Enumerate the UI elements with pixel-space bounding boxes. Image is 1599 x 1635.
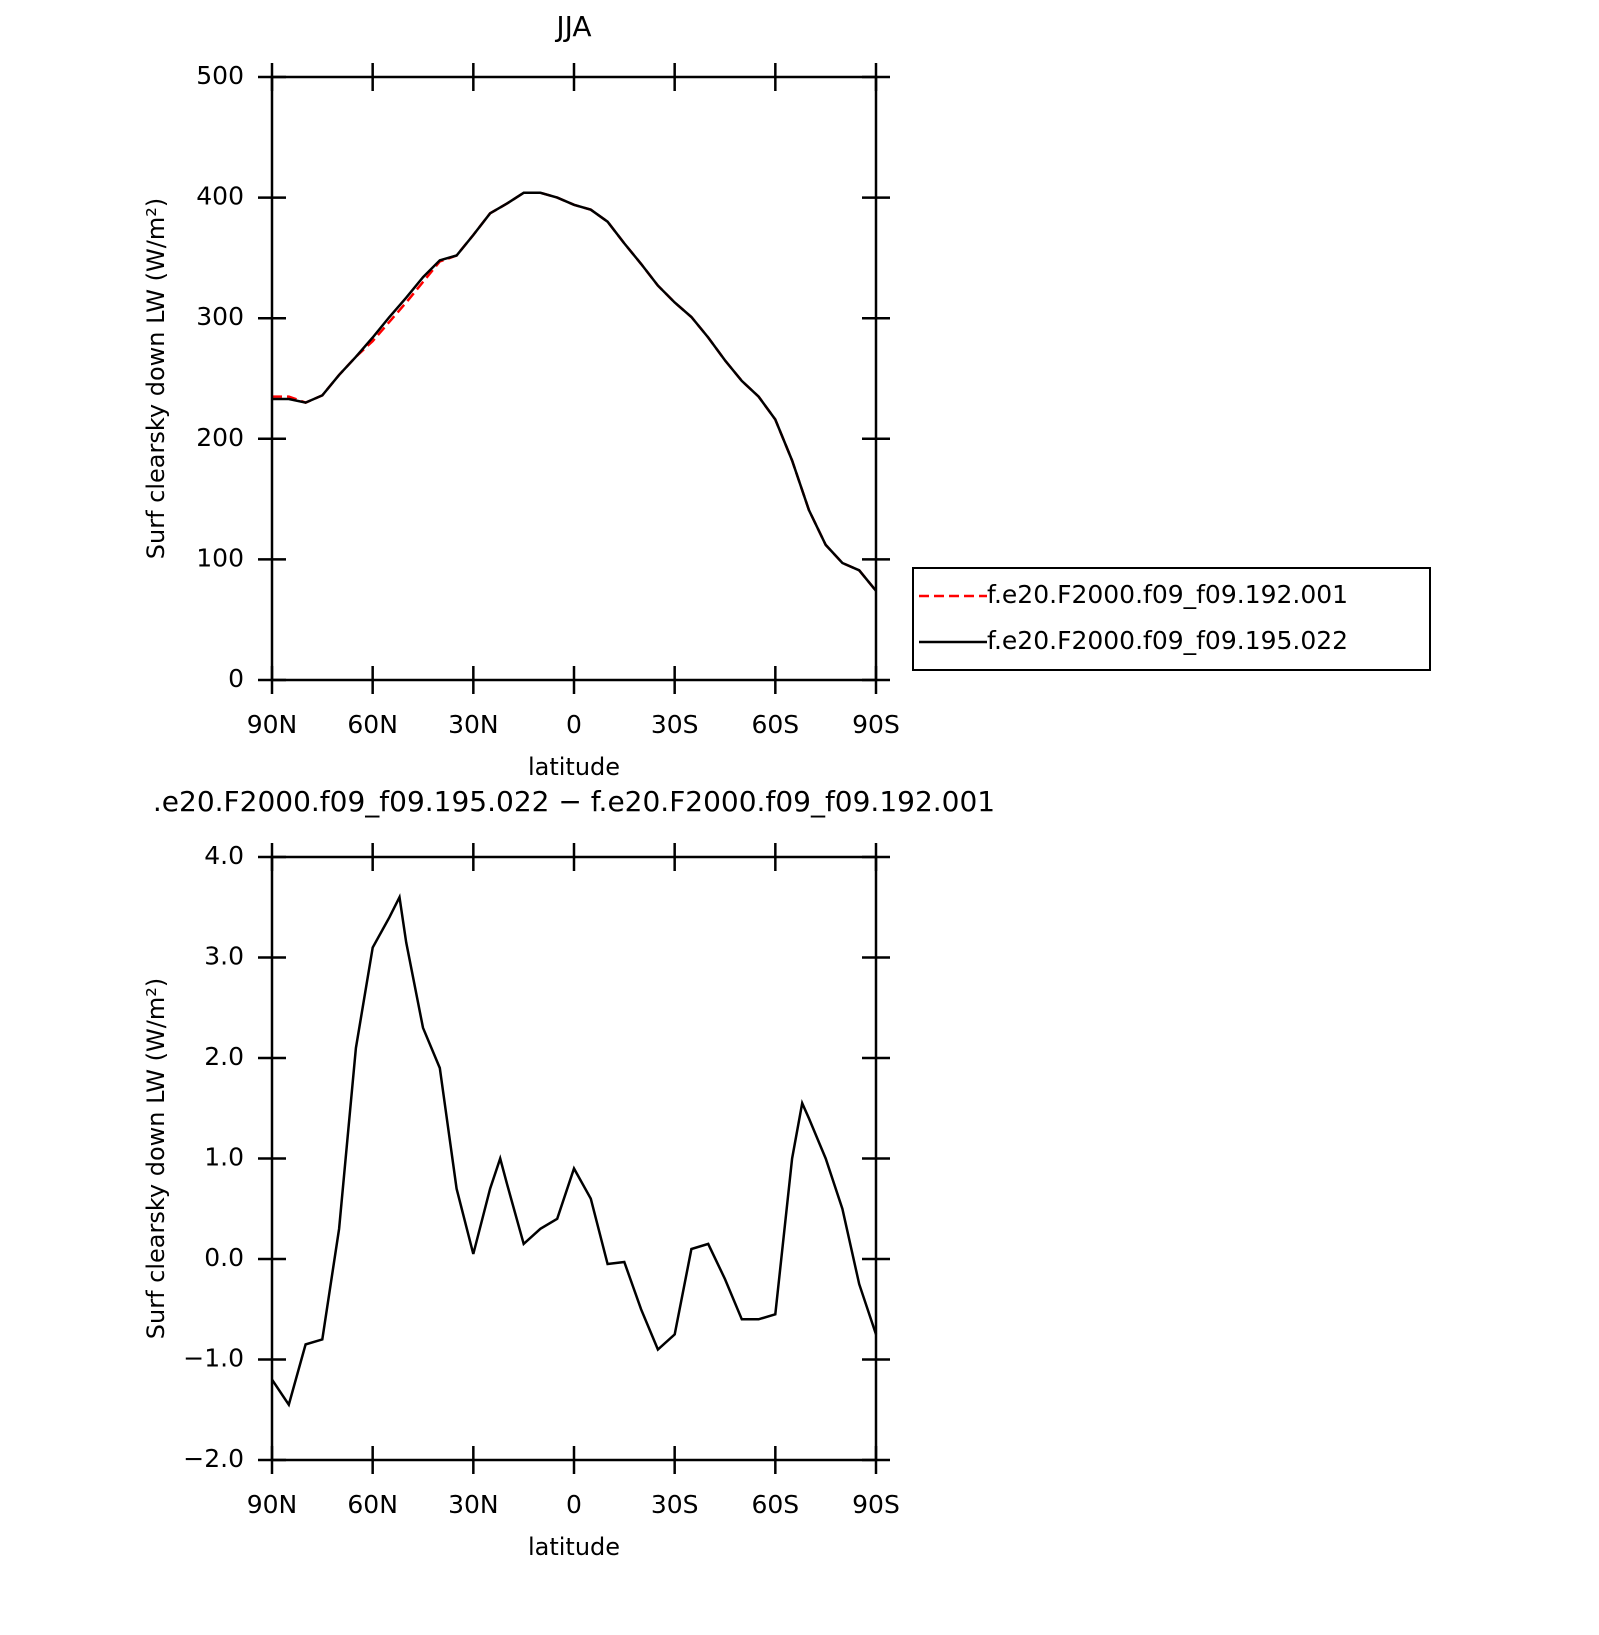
y-tick-label: 500 — [196, 61, 244, 90]
y-tick-label: 4.0 — [204, 841, 244, 870]
x-tick-label: 30S — [651, 1490, 699, 1519]
legend-label: f.e20.F2000.f09_f09.195.022 — [987, 626, 1348, 655]
y-tick-label: 200 — [196, 423, 244, 452]
x-tick-label: 30N — [448, 1490, 499, 1519]
x-tick-label: 60S — [751, 1490, 799, 1519]
y-tick-label: 3.0 — [204, 942, 244, 971]
y-tick-label: 2.0 — [204, 1042, 244, 1071]
x-axis-label: latitude — [528, 1533, 620, 1561]
x-tick-label: 60N — [347, 1490, 398, 1519]
x-tick-label: 30N — [448, 710, 499, 739]
plot-frame — [270, 855, 878, 1462]
y-tick-label: 0 — [228, 664, 244, 693]
x-tick-label: 90N — [247, 710, 298, 739]
x-tick-label: 60N — [347, 710, 398, 739]
y-tick-label: 1.0 — [204, 1143, 244, 1172]
y-tick-label: −2.0 — [183, 1444, 244, 1473]
plot-frame — [270, 75, 878, 682]
y-tick-label: 400 — [196, 182, 244, 211]
x-tick-label: 90N — [247, 1490, 298, 1519]
legend-label: f.e20.F2000.f09_f09.192.001 — [987, 580, 1348, 609]
x-tick-label: 90S — [852, 710, 900, 739]
y-tick-label: 0.0 — [204, 1243, 244, 1272]
chart-title: JJA — [554, 10, 591, 43]
data-line — [272, 191, 877, 592]
data-line — [272, 191, 877, 592]
legend-box — [912, 567, 1431, 671]
data-line — [270, 893, 878, 1408]
x-tick-label: 90S — [852, 1490, 900, 1519]
x-tick-label: 60S — [751, 710, 799, 739]
y-tick-label: −1.0 — [183, 1344, 244, 1373]
x-tick-label: 0 — [566, 710, 582, 739]
chart-title: .e20.F2000.f09_f09.195.022 − f.e20.F2000… — [153, 785, 995, 818]
y-tick-label: 300 — [196, 302, 244, 331]
y-axis-label: Surf clearsky down LW (W/m²) — [142, 198, 170, 559]
x-tick-label: 30S — [651, 710, 699, 739]
x-tick-label: 0 — [566, 1490, 582, 1519]
y-axis-label: Surf clearsky down LW (W/m²) — [142, 978, 170, 1339]
x-axis-label: latitude — [528, 753, 620, 781]
y-tick-label: 100 — [196, 543, 244, 572]
